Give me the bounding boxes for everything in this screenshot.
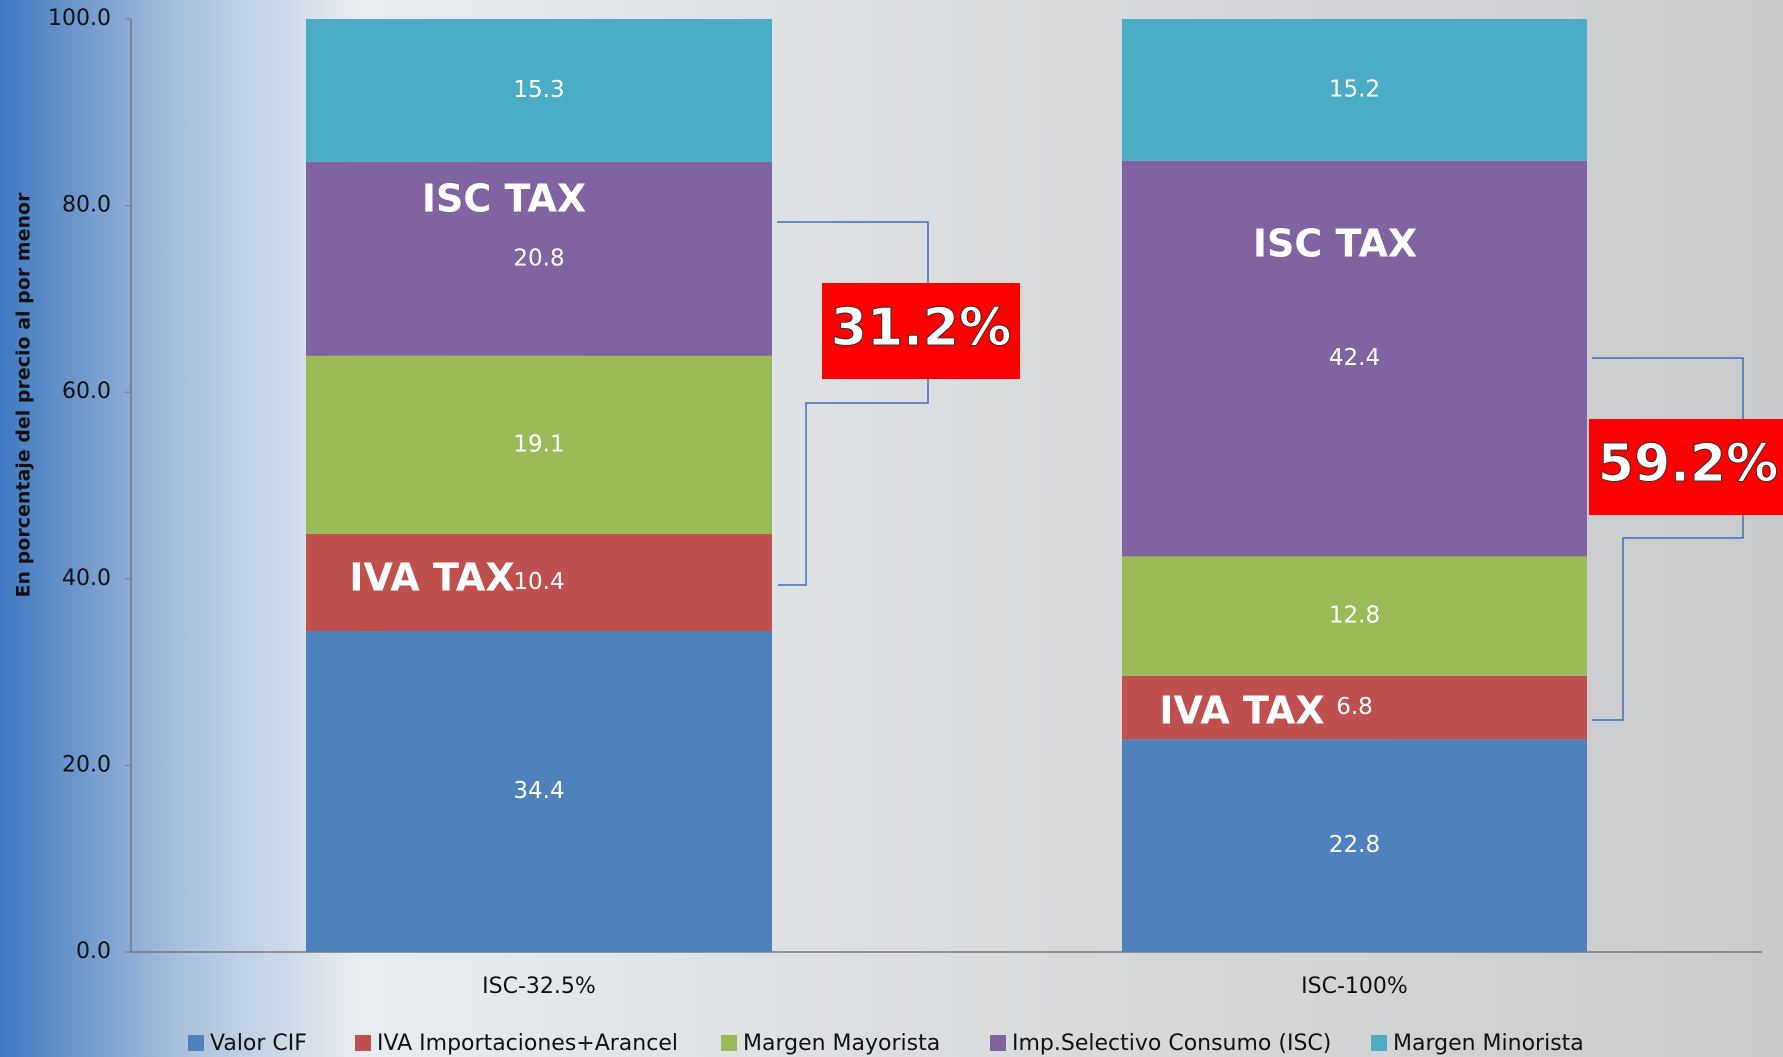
- annotation: ISC TAX: [1253, 222, 1417, 266]
- legend-label: Valor CIF: [210, 1031, 307, 1056]
- bar-segment: [1122, 556, 1587, 676]
- annotation: IVA TAX: [349, 556, 514, 600]
- legend-swatch: [721, 1035, 737, 1051]
- annotation-box: [1589, 419, 1783, 515]
- y-tick-label: 20.0: [62, 752, 111, 777]
- legend-label: Margen Minorista: [1393, 1031, 1584, 1056]
- y-tick-label: 60.0: [62, 379, 111, 404]
- annotation: IVA TAX: [1159, 689, 1324, 733]
- y-axis-label: En porcentaje del precio al por menor: [13, 192, 35, 598]
- annotation: 31.2%: [831, 298, 1011, 358]
- bar-segment: [1122, 160, 1587, 557]
- x-tick-label: ISC-32.5%: [482, 974, 596, 999]
- value-label: 10.4: [513, 569, 564, 595]
- bar-segment: [306, 355, 772, 535]
- y-tick-label: 40.0: [62, 566, 111, 591]
- bar-segment: [1122, 739, 1587, 952]
- value-label: 34.4: [513, 778, 564, 804]
- brackets: [777, 221, 1744, 721]
- annotation: ISC TAX: [422, 177, 586, 221]
- value-label: 22.8: [1329, 832, 1380, 858]
- bar-segment: [306, 19, 772, 162]
- legend-label: IVA Importaciones+Arancel: [377, 1031, 678, 1056]
- legend-label: Imp.Selectivo Consumo (ISC): [1012, 1031, 1331, 1056]
- value-label: 12.8: [1329, 603, 1380, 629]
- legend-swatch: [990, 1035, 1006, 1051]
- y-tick-label: 80.0: [62, 193, 111, 218]
- annotation: 59.2%: [1598, 434, 1778, 494]
- bracket: [777, 221, 929, 586]
- x-tick-label: ISC-100%: [1301, 974, 1408, 999]
- bar-segment: [1122, 19, 1587, 161]
- y-tick-label: 100.0: [48, 6, 111, 31]
- legend-label: Margen Mayorista: [743, 1031, 940, 1056]
- value-label: 19.1: [513, 431, 564, 457]
- annotation-box: [822, 283, 1020, 379]
- value-label: 42.4: [1329, 345, 1380, 371]
- value-label: 15.3: [513, 77, 564, 103]
- value-label: 15.2: [1329, 76, 1380, 102]
- legend-swatch: [188, 1035, 204, 1051]
- value-label: 20.8: [513, 245, 564, 271]
- bar-segment: [306, 631, 772, 952]
- bar-segment: [306, 161, 772, 356]
- legend-swatch: [355, 1035, 371, 1051]
- y-tick-label: 0.0: [76, 939, 111, 964]
- value-label: 6.8: [1336, 694, 1373, 720]
- bracket: [1592, 357, 1744, 721]
- bar-segment: [1122, 675, 1587, 740]
- bar-segment: [306, 534, 772, 632]
- legend-swatch: [1371, 1035, 1387, 1051]
